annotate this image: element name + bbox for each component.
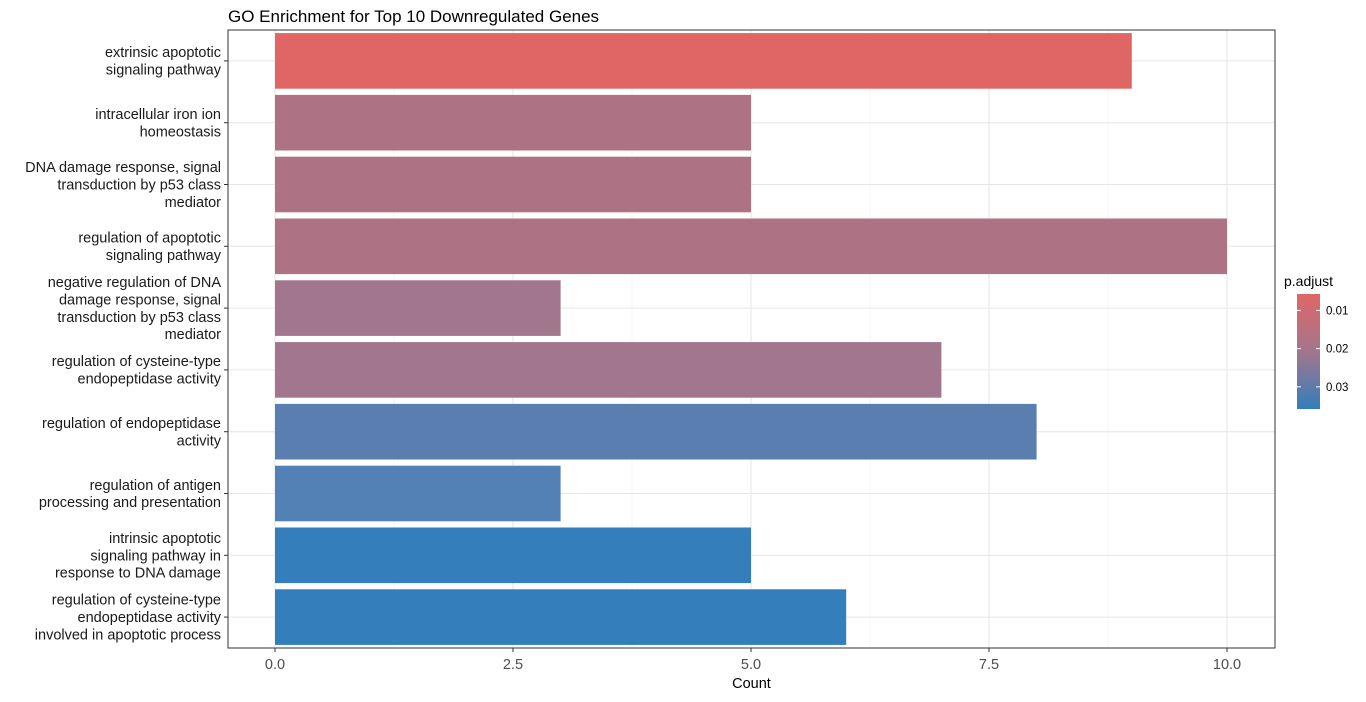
bar: [275, 342, 942, 398]
x-tick-label: 5.0: [741, 657, 761, 673]
bar: [275, 156, 751, 213]
bar: [275, 403, 1037, 460]
bar: [275, 94, 751, 151]
bar: [275, 218, 1227, 275]
legend-tick-label: 0.01: [1326, 305, 1348, 317]
legend-tick-label: 0.03: [1326, 382, 1348, 394]
x-tick-label: 7.5: [979, 657, 999, 673]
category-label: intrinsic apoptotic signaling pathway in r…: [55, 531, 221, 582]
x-tick-label: 10.0: [1213, 657, 1241, 673]
x-axis-title: Count: [732, 676, 771, 692]
x-tick-label: 2.5: [503, 657, 523, 673]
category-label: intracellular iron ion homeostasis: [95, 107, 221, 140]
category-label: regulation of endopeptidase activity: [42, 416, 222, 449]
bar: [275, 33, 1132, 89]
x-tick-label: 0.0: [265, 657, 285, 673]
category-label: negative regulation of DNA damage respons…: [48, 275, 222, 343]
legend-title: p.adjust: [1284, 273, 1333, 289]
category-label: regulation of cysteine-type endopeptidase…: [52, 354, 222, 387]
legend-colorbar: [1297, 294, 1320, 409]
category-label: regulation of apoptotic signaling pathway: [78, 231, 221, 264]
bar: [275, 527, 751, 584]
category-label: regulation of cysteine-type endopeptidase…: [35, 593, 222, 644]
category-label: DNA damage response, signal transduction …: [25, 160, 221, 211]
category-label: regulation of antigen processing and pres…: [39, 478, 221, 511]
chart-title: GO Enrichment for Top 10 Downregulated G…: [228, 7, 599, 26]
category-label: extrinsic apoptotic signaling pathway: [105, 45, 222, 78]
bar: [275, 589, 847, 645]
bar: [275, 465, 561, 522]
legend-tick-label: 0.02: [1326, 344, 1348, 356]
bar: [275, 280, 561, 336]
